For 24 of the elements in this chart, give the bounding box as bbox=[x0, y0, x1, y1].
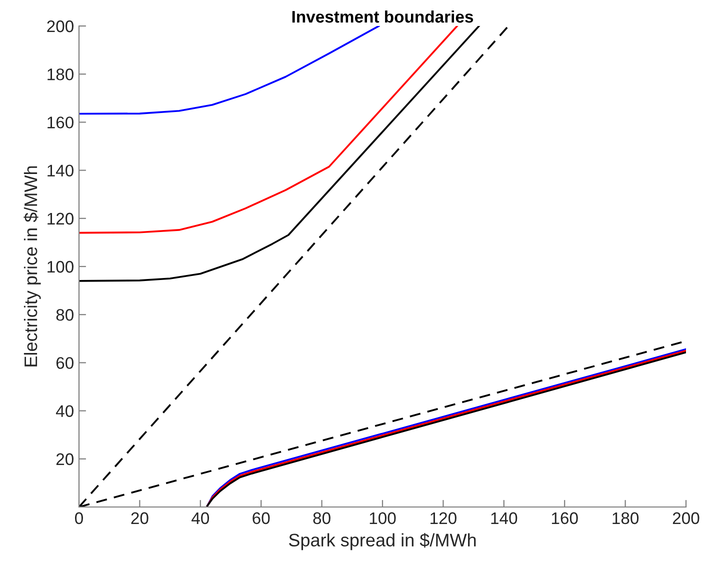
y-tick-label: 40 bbox=[56, 405, 74, 418]
y-axis-title: Electricity price in $/MWh bbox=[24, 166, 41, 366]
y-tick-label: 160 bbox=[48, 116, 74, 128]
x-tick-label: 40 bbox=[192, 512, 210, 524]
y-tick-label: 180 bbox=[48, 68, 74, 80]
x-tick-label: 100 bbox=[370, 512, 396, 524]
y-tick-label: 200 bbox=[47, 20, 74, 32]
x-tick-label: 160 bbox=[552, 512, 578, 524]
chart-title: Investment boundaries bbox=[292, 10, 474, 23]
x-tick-label: 60 bbox=[252, 512, 270, 524]
x-tick-label: 140 bbox=[491, 512, 518, 524]
x-tick-label: 180 bbox=[612, 512, 639, 524]
x-tick-label: 200 bbox=[672, 512, 700, 524]
y-tick-label: 20 bbox=[56, 453, 74, 466]
x-tick-label: 20 bbox=[131, 512, 148, 524]
y-tick-label: 60 bbox=[56, 357, 74, 369]
x-tick-label: 0 bbox=[75, 512, 83, 524]
y-tick-label: 100 bbox=[48, 260, 74, 273]
y-tick-label: 80 bbox=[56, 309, 74, 321]
x-tick-label: 80 bbox=[313, 512, 330, 524]
x-tick-label: 120 bbox=[430, 512, 456, 524]
y-tick-label: 140 bbox=[48, 164, 74, 177]
x-axis-title: Spark spread in $/MWh bbox=[289, 532, 476, 550]
y-tick-label: 120 bbox=[48, 212, 74, 225]
